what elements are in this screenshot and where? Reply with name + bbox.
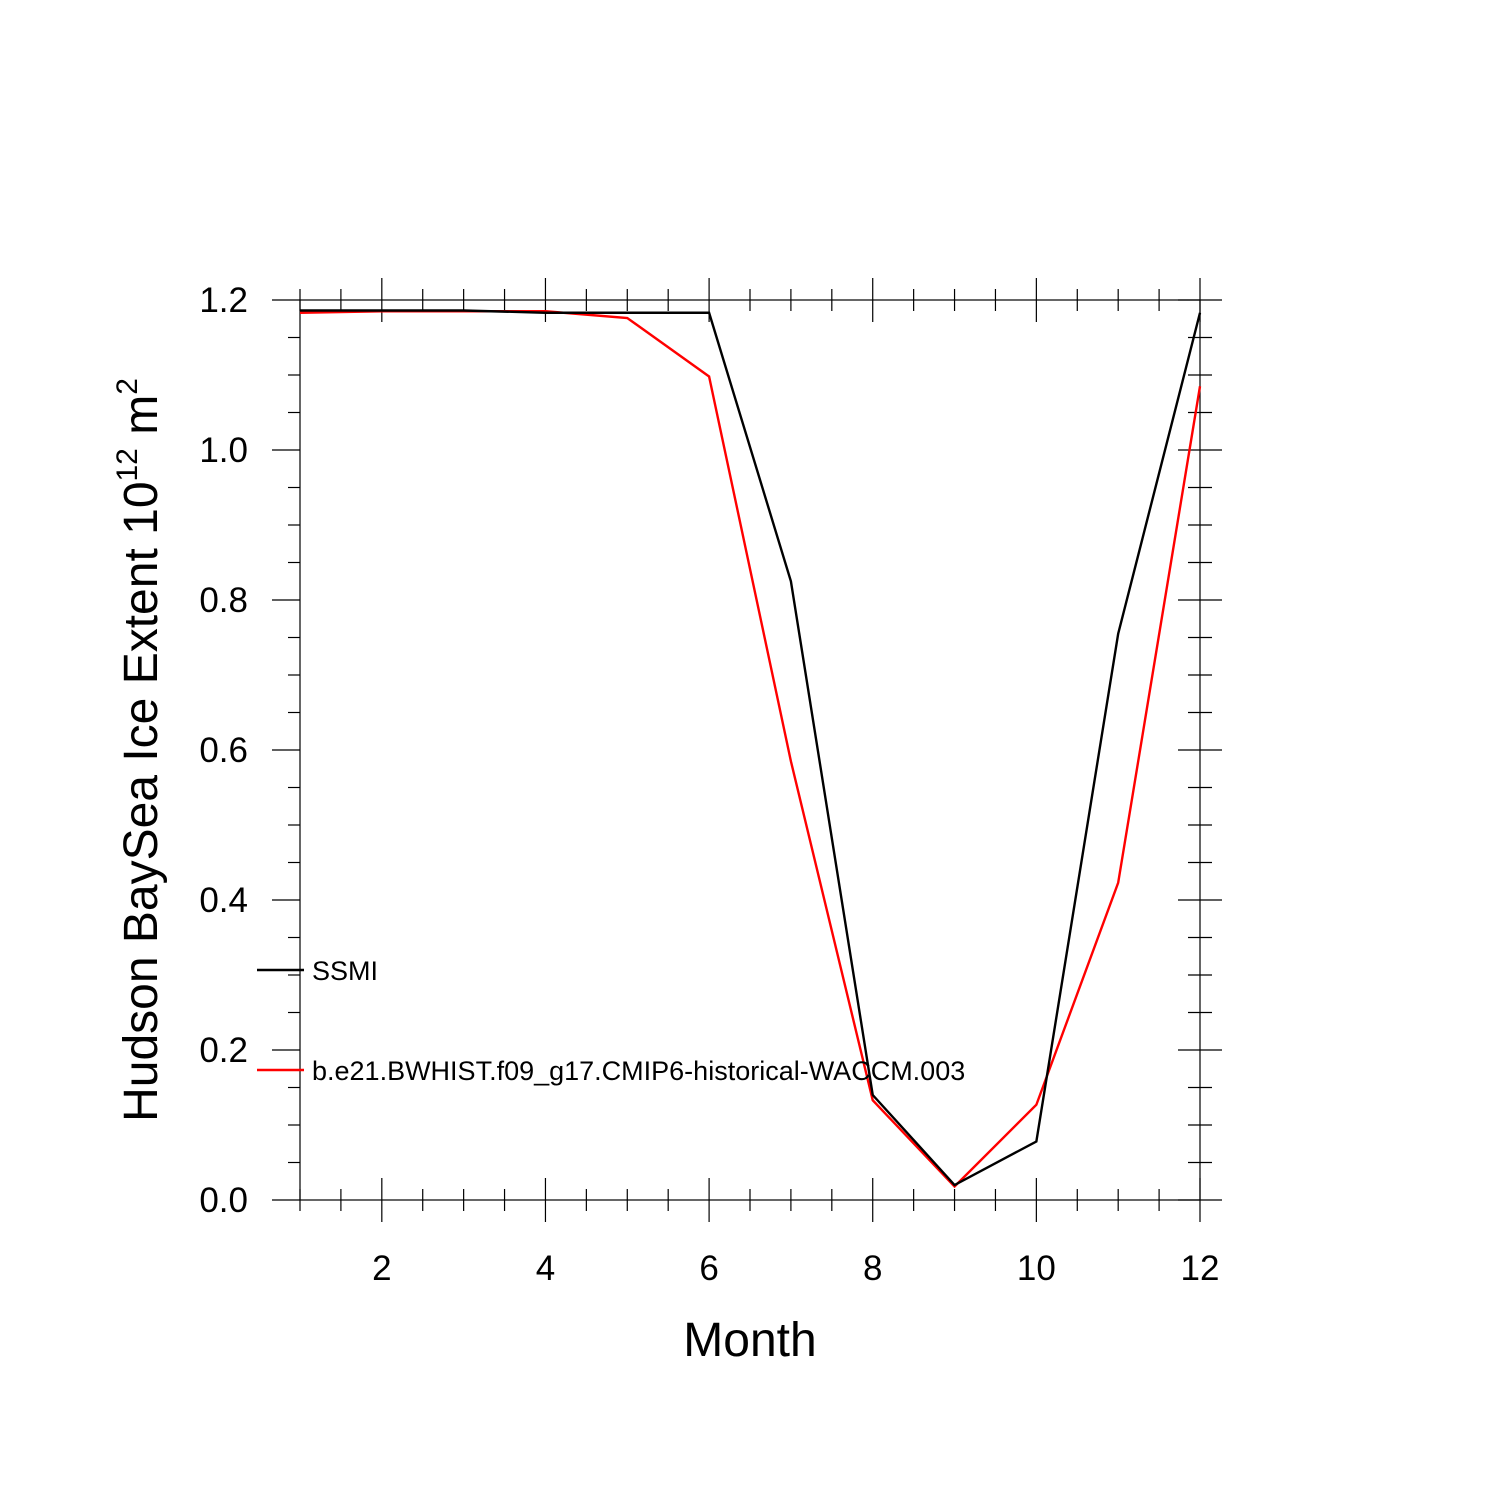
y-tick-label: 0.0 (199, 1181, 248, 1220)
series-line-ssmi (300, 309, 1202, 1187)
y-tick-labels: 0.0 0.2 0.4 0.6 0.8 1.0 1.2 (199, 281, 248, 1220)
y-axis-title-text: Hudson BaySea Ice Extent 10 (115, 481, 168, 1121)
y-tick-label: 0.8 (199, 581, 248, 620)
y-axis-title: Hudson BaySea Ice Extent 1012 m2 (111, 378, 168, 1122)
x-axis-title: Month (683, 1314, 816, 1367)
y-tick-label: 1.0 (199, 431, 248, 470)
axis-ticks (272, 278, 1222, 1222)
legend-label: SSMI (312, 956, 378, 986)
x-tick-labels: 2 4 6 8 10 12 (372, 1249, 1219, 1288)
x-tick-label: 4 (536, 1249, 555, 1288)
x-tick-label: 8 (863, 1249, 882, 1288)
data-series (299, 309, 1202, 1189)
legend: SSMI b.e21.BWHIST.f09_g17.CMIP6-historica… (257, 956, 965, 1086)
y-axis-title-exponent: 12 (111, 448, 144, 481)
y-axis-title-unit: m (115, 395, 168, 448)
y-tick-label: 0.6 (199, 731, 248, 770)
y-tick-label: 1.2 (199, 281, 248, 320)
y-tick-label: 0.2 (199, 1031, 248, 1070)
x-tick-label: 10 (1017, 1249, 1056, 1288)
x-tick-label: 12 (1181, 1249, 1220, 1288)
y-tick-label: 0.4 (199, 881, 248, 920)
y-axis-title-unit-exponent: 2 (111, 378, 144, 395)
legend-label: b.e21.BWHIST.f09_g17.CMIP6-historical-WA… (312, 1056, 965, 1086)
x-tick-label: 2 (372, 1249, 391, 1288)
x-tick-label: 6 (699, 1249, 718, 1288)
